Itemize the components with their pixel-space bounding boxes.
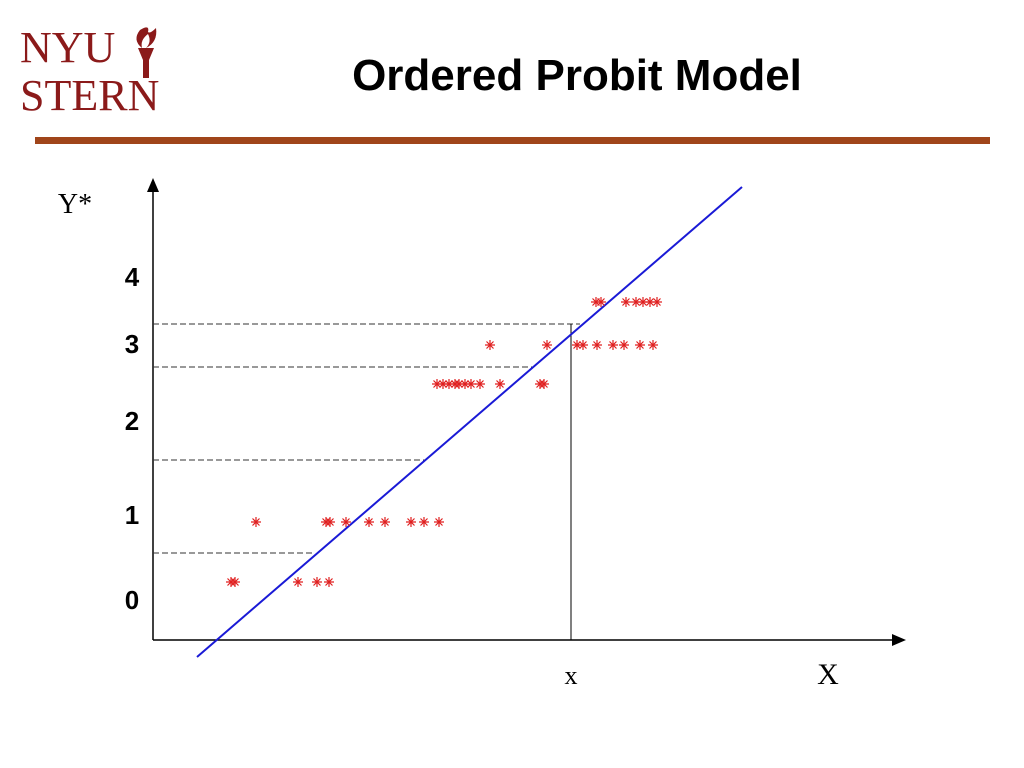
title-rule <box>35 137 990 144</box>
observation <box>635 340 645 350</box>
observation <box>438 379 448 389</box>
logo-text: NYU <box>20 23 115 72</box>
thresholds <box>153 323 580 554</box>
observation <box>495 379 505 389</box>
x-marker-label: x <box>565 661 578 690</box>
title: Ordered Probit Model <box>352 51 802 100</box>
observation <box>638 297 648 307</box>
y-arrow <box>147 178 159 192</box>
observation <box>380 517 390 527</box>
observations <box>226 297 662 587</box>
regression-line <box>196 186 743 658</box>
observation <box>542 340 552 350</box>
x-arrow <box>892 634 906 646</box>
observation <box>325 517 335 527</box>
observation <box>432 379 442 389</box>
observation <box>485 340 495 350</box>
logo-torch <box>136 27 157 78</box>
observation <box>460 379 470 389</box>
level-label: 2 <box>125 406 139 436</box>
observation <box>596 297 606 307</box>
observation <box>454 379 464 389</box>
observation <box>645 297 655 307</box>
y-axis-label: Y* <box>58 189 92 220</box>
axes <box>152 185 898 641</box>
observation <box>406 517 416 527</box>
observation <box>619 340 629 350</box>
observation <box>419 517 429 527</box>
observation <box>324 577 334 587</box>
level-label: 4 <box>125 262 140 292</box>
observation <box>539 379 549 389</box>
observation <box>572 340 582 350</box>
level-label: 3 <box>125 329 139 359</box>
observation <box>341 517 351 527</box>
observation <box>293 577 303 587</box>
observation <box>621 297 631 307</box>
observation <box>648 340 658 350</box>
observation <box>230 577 240 587</box>
level-label: 0 <box>125 585 139 615</box>
observation <box>364 517 374 527</box>
observation <box>475 379 485 389</box>
observation <box>631 297 641 307</box>
x-axis-label: X <box>817 658 839 691</box>
observation <box>466 379 476 389</box>
observation <box>312 577 322 587</box>
observation <box>251 517 261 527</box>
observation <box>434 517 444 527</box>
observation <box>592 340 602 350</box>
logo-text: STERN <box>20 71 159 120</box>
observation <box>444 379 454 389</box>
level-label: 1 <box>125 500 139 530</box>
observation <box>608 340 618 350</box>
observation <box>578 340 588 350</box>
observation <box>652 297 662 307</box>
